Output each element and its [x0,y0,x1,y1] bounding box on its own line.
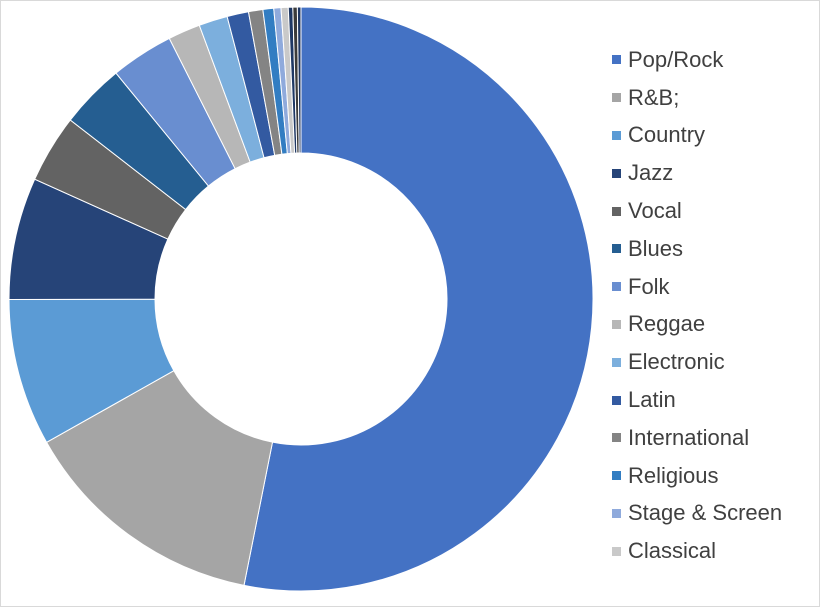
slice-r-b [45,370,274,586]
legend-item-electronic: Electronic [612,343,782,381]
legend-label: Religious [628,462,719,488]
legend-swatch [612,433,621,443]
legend-swatch [612,168,621,178]
slice-extra-2 [296,6,302,154]
legend-swatch [612,282,621,292]
legend-swatch [612,546,621,556]
legend-swatch [612,130,621,140]
legend-swatch [612,395,621,405]
legend-item-blues: Blues [612,230,782,268]
legend-label: Country [628,122,706,148]
legend-swatch [612,319,621,329]
legend-swatch [612,93,621,103]
legend-item-folk: Folk [612,268,782,306]
legend-label: Vocal [628,198,682,224]
legend-label: Latin [628,387,676,413]
legend-swatch [612,357,621,367]
legend-item-classical: Classical [612,532,782,570]
legend-item-country: Country [612,117,782,155]
slice-pop-rock [243,6,594,592]
legend-label: Electronic [628,349,725,375]
legend-item-vocal: Vocal [612,192,782,230]
legend-label: Folk [628,273,670,299]
legend-label: International [628,424,750,450]
legend: Pop/Rock R&B; Country Jazz Vocal Blues Folk Reg… [612,41,782,570]
legend-swatch [612,244,621,254]
legend-item-international: International [612,419,782,457]
legend-label: R&B; [628,84,680,110]
legend-label: Stage & Screen [628,500,783,526]
legend-item-r-b: R&B; [612,79,782,117]
legend-label: Pop/Rock [628,46,724,72]
legend-item-reggae: Reggae [612,306,782,344]
legend-swatch [612,508,621,518]
legend-item-jazz: Jazz [612,154,782,192]
legend-item-stage-screen: Stage & Screen [612,495,782,533]
legend-label: Blues [628,235,684,261]
legend-item-religious: Religious [612,457,782,495]
donut-slices [8,6,594,592]
legend-swatch [612,471,621,481]
legend-label: Jazz [628,160,674,186]
legend-label: Reggae [628,311,706,337]
legend-item-pop-rock: Pop/Rock [612,41,782,79]
legend-swatch [612,206,621,216]
legend-item-latin: Latin [612,381,782,419]
legend-label: Classical [628,538,717,564]
legend-swatch [612,55,621,65]
